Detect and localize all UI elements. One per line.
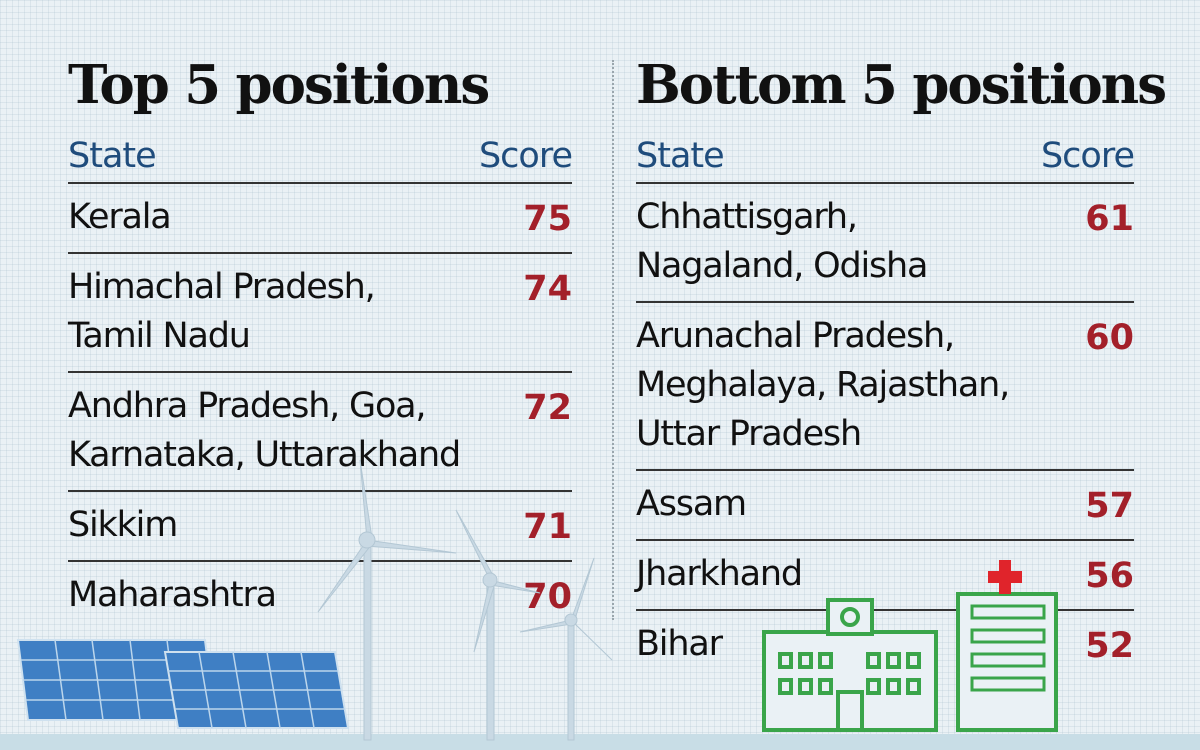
score-value: 75 [523,199,572,239]
score-value: 71 [523,507,572,547]
score-value: 56 [1085,556,1134,596]
state-name-line: Jharkhand [636,554,803,594]
bottom-score-header: Score [1040,136,1135,176]
state-name-line: Meghalaya, Rajasthan, [636,365,1010,405]
state-name-line: Maharashtra [68,575,277,615]
state-name-line: Bihar [636,624,723,664]
top-table-row: Himachal Pradesh, Tamil Nadu 74 [68,254,572,373]
score-value: 70 [523,577,572,617]
bottom-table-row: Assam 57 [636,471,1134,541]
bottom-state-header: State [636,136,725,176]
top-table-row: Kerala 75 [68,184,572,254]
ground-strip [0,734,1200,750]
state-name-line: Chhattisgarh, [636,197,858,237]
panel-divider [612,60,614,620]
bottom-table-row: Arunachal Pradesh, Meghalaya, Rajasthan, U… [636,303,1134,471]
top-table-row: Maharashtra 70 [68,562,572,630]
score-value: 72 [523,388,572,428]
state-name-line: Sikkim [68,505,178,545]
state-name-line: Andhra Pradesh, Goa, [68,386,427,426]
top-panel-title: Top 5 positions [68,54,490,116]
score-value: 60 [1085,318,1134,358]
top-table-header: State Score [68,136,573,184]
bottom-table-row: Chhattisgarh, Nagaland, Odisha 61 [636,184,1134,303]
state-name-line: Arunachal Pradesh, [636,316,955,356]
top-positions-panel: Top 5 positions State Score Kerala 75 Hima… [68,50,573,630]
state-name-line: Tamil Nadu [68,316,251,356]
top-state-header: State [68,136,157,176]
bottom-table-row: Jharkhand 56 [636,541,1134,611]
state-name-line: Kerala [68,197,172,237]
state-name-line: Karnataka, Uttarakhand [68,435,461,475]
top-score-header: Score [478,136,573,176]
bottom-positions-panel: Bottom 5 positions State Score Chhattisg… [636,50,1167,679]
state-name-line: Himachal Pradesh, [68,267,376,307]
solar-panel-icon [16,639,350,729]
top-table-row: Sikkim 71 [68,492,572,562]
top-table-row: Andhra Pradesh, Goa, Karnataka, Uttarakha… [68,373,572,492]
bottom-table-row: Bihar 52 [636,611,1134,679]
top-table-body: Kerala 75 Himachal Pradesh, Tamil Nadu 74 And… [68,184,572,630]
bottom-table-body: Chhattisgarh, Nagaland, Odisha 61 Arunachal… [636,184,1134,679]
score-value: 52 [1085,626,1134,666]
state-name-line: Nagaland, Odisha [636,246,928,286]
state-name-line: Assam [636,484,747,524]
score-value: 57 [1085,486,1134,526]
score-value: 74 [523,269,572,309]
state-name-line: Uttar Pradesh [636,414,862,454]
bottom-panel-title: Bottom 5 positions [636,54,1167,116]
bottom-table-header: State Score [636,136,1135,184]
score-value: 61 [1085,199,1134,239]
